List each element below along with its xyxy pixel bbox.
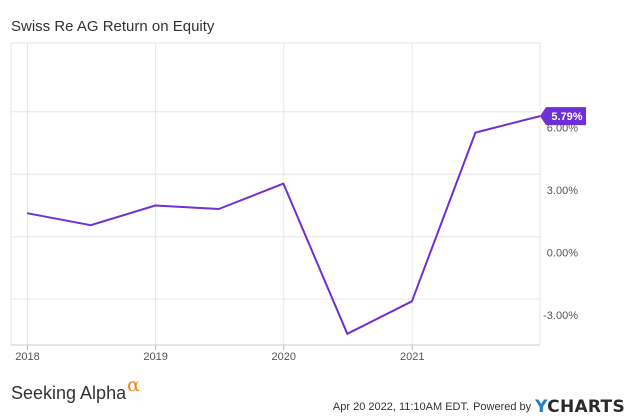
grid-lines bbox=[11, 43, 540, 345]
footer-attribution: Apr 20 2022, 11:10AM EDT. Powered by YCH… bbox=[332, 395, 625, 417]
y-ticks: -3.00% 0.00% 3.00% 6.00% bbox=[543, 123, 578, 322]
plot-border bbox=[10, 42, 541, 346]
x-tick-label: 2021 bbox=[400, 351, 424, 363]
x-ticks: 2018 2019 2020 2021 bbox=[15, 345, 424, 363]
powered-by-text: Powered by bbox=[473, 401, 532, 413]
ycharts-logo[interactable]: YCHARTS bbox=[535, 397, 625, 417]
timestamp: Apr 20 2022, 11:10AM EDT. bbox=[332, 401, 470, 413]
y-tick-label: 0.00% bbox=[547, 248, 578, 260]
brand-text: Seeking Alpha bbox=[11, 383, 127, 403]
y-tick-label: -3.00% bbox=[543, 310, 578, 322]
x-tick-label: 2019 bbox=[143, 351, 167, 363]
last-value-flag-shape bbox=[540, 107, 586, 126]
roe-series-line bbox=[26, 115, 541, 335]
last-value-flag: 5.79% bbox=[540, 107, 586, 126]
series-line bbox=[26, 115, 541, 335]
x-tick-label: 2020 bbox=[272, 351, 296, 363]
alpha-icon: α bbox=[127, 374, 140, 396]
last-value-label: 5.79% bbox=[551, 111, 582, 123]
chart-title: Swiss Re AG Return on Equity bbox=[11, 18, 215, 35]
ycharts-wordmark: CHARTS bbox=[547, 397, 625, 417]
x-tick-label: 2018 bbox=[15, 351, 39, 363]
y-tick-label: 6.00% bbox=[547, 123, 578, 135]
seeking-alpha-logo[interactable]: Seeking Alphaα bbox=[11, 374, 140, 404]
ycharts-y-icon: Y bbox=[535, 397, 548, 417]
y-tick-label: 3.00% bbox=[547, 185, 578, 197]
